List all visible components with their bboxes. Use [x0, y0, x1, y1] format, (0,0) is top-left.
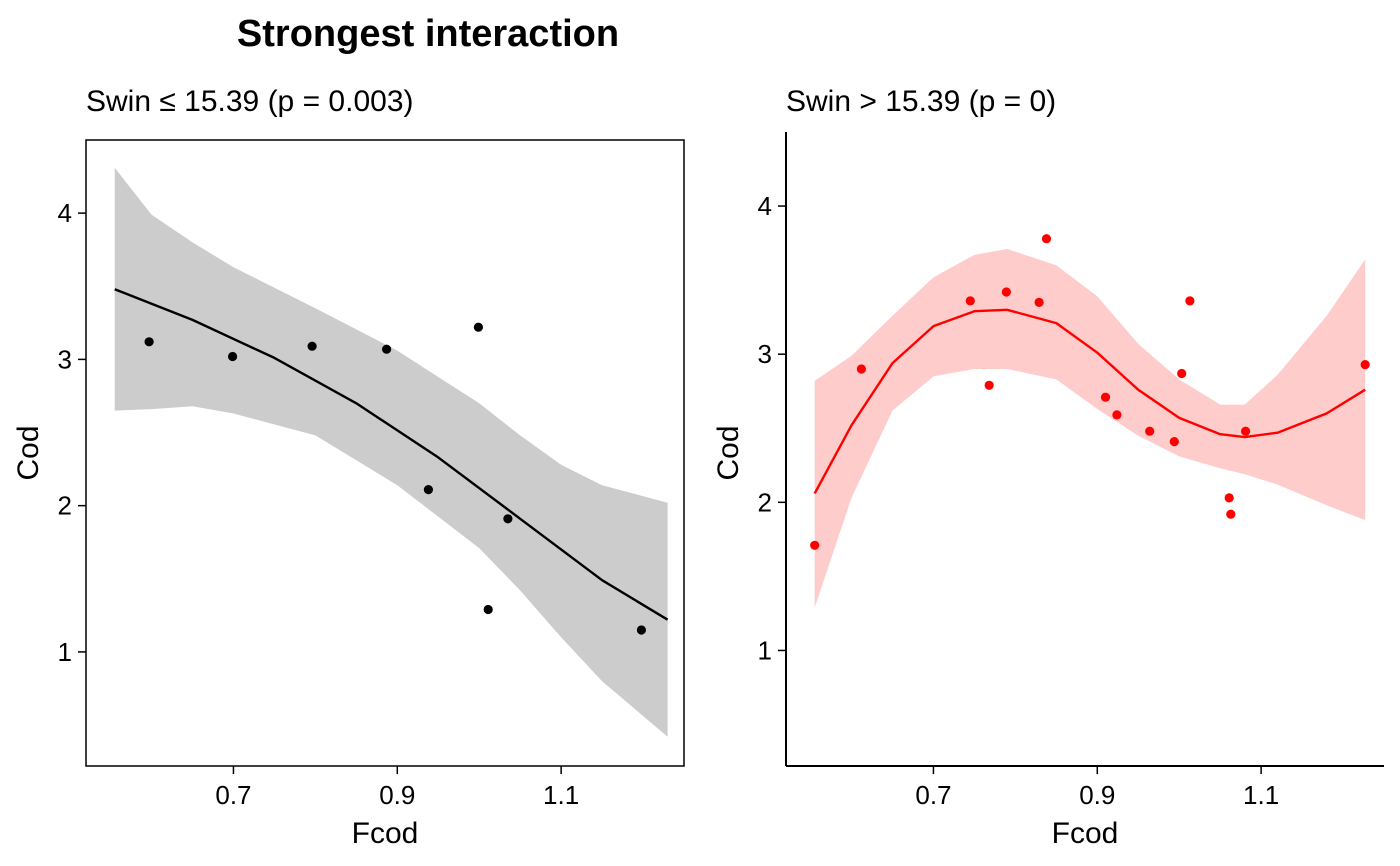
panel-left-data-point: [483, 604, 493, 615]
panel-left-data-point: [307, 341, 317, 351]
panel-left-x-tick-label: 0.9: [379, 780, 415, 810]
panel-right-data-point: [856, 364, 867, 374]
panel-right-y-axis-label: Cod: [712, 425, 745, 480]
panel-left-plot-area: 0.7 0.9 1.1 1 2 3 4: [58, 139, 685, 810]
panel-right-data-point: [1034, 297, 1044, 307]
panel-right-y-tick-label: 2: [758, 487, 772, 517]
panel-right-data-point: [1145, 426, 1155, 436]
panel-right-x-axis-label: Fcod: [1052, 817, 1119, 850]
panel-right-y-tick-label: 4: [758, 191, 772, 221]
panel-right-data-point: [1169, 437, 1179, 447]
panel-right-data-point: [1041, 234, 1052, 244]
panel-left-data-point: [144, 337, 154, 347]
panel-right-data-point: [1177, 368, 1187, 379]
panel-right-data-point: [965, 296, 975, 306]
panel-left-y-axis-label: Cod: [12, 425, 45, 480]
panel-right-y-tick-label: 1: [758, 635, 772, 665]
figure-title: Strongest interaction: [237, 13, 619, 55]
panel-left-x-tick-label: 1.1: [543, 780, 579, 810]
panel-right-data-point: [984, 380, 994, 390]
panel-right-data-point: [1241, 426, 1251, 436]
panel-left-y-tick-label: 4: [58, 198, 72, 228]
panel-left-x-axis-label: Fcod: [352, 817, 419, 850]
panel-left-title: Swin ≤ 15.39 (p = 0.003): [86, 85, 414, 118]
panel-left-x-tick-label: 0.7: [215, 780, 251, 810]
panel-right-fit-line: [813, 308, 1366, 494]
panel-left-y-tick-label: 2: [58, 491, 72, 521]
panel-left-data-point: [423, 485, 433, 495]
panel-right-x-tick-label: 1.1: [1243, 780, 1279, 810]
panel-left-data-point: [382, 344, 392, 354]
panel-right-y-tick-label: 3: [758, 339, 772, 369]
panel-left-frame: [85, 139, 685, 767]
panel-right-x-tick-label: 0.7: [915, 780, 951, 810]
panel-right-confidence-band: [814, 249, 1366, 608]
panel-left-y-tick-label: 1: [58, 637, 72, 667]
panel-left-data-point: [228, 351, 238, 362]
panel-right-data-point: [1112, 410, 1122, 420]
panel-right-data-point: [1226, 509, 1236, 519]
panel-left-data-point: [473, 322, 483, 332]
panel-right-data-point: [1224, 493, 1234, 503]
panel-left-data-point: [503, 514, 513, 524]
panel-right-data-point: [1001, 287, 1012, 297]
panel-left: Swin ≤ 15.39 (p = 0.003) 0.7 0.9 1.1 1 2 3 4 F…: [12, 85, 685, 850]
panel-left-confidence-band: [114, 167, 668, 737]
panel-right-data-point: [1360, 360, 1370, 370]
panel-right-data-point: [1100, 392, 1111, 402]
panel-right-data-point: [1185, 296, 1195, 306]
panel-left-fit-line: [114, 288, 669, 621]
panel-right-x-tick-label: 0.9: [1079, 780, 1115, 810]
panel-right-title: Swin > 15.39 (p = 0): [786, 85, 1056, 118]
panel-right-plot-area: 0.7 0.9 1.1 1 2 3 4: [758, 132, 1384, 810]
panel-right-data-point: [810, 540, 820, 550]
panel-left-data-point: [636, 625, 647, 635]
panel-left-y-tick-label: 3: [58, 344, 72, 374]
